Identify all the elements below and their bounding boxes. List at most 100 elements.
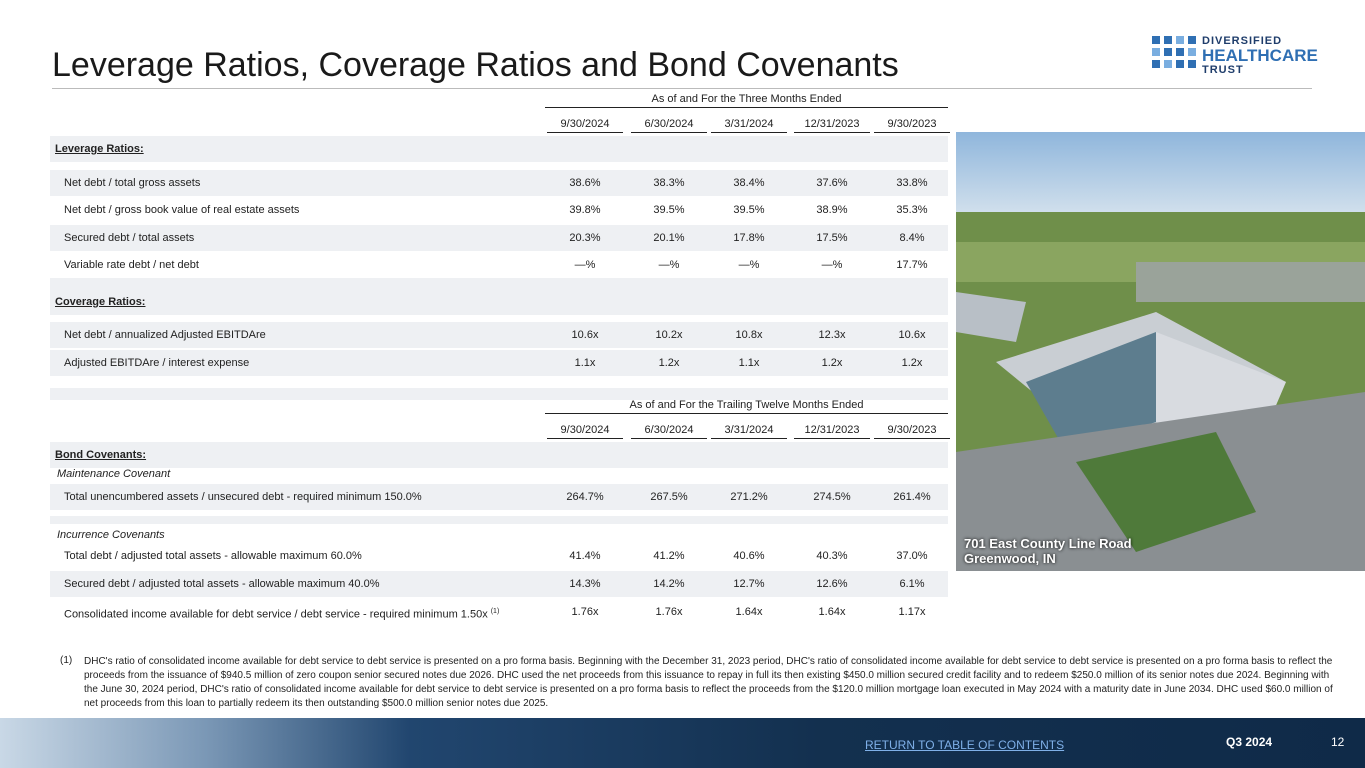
cell-value: 261.4% <box>893 491 931 503</box>
row-shade <box>50 225 948 251</box>
row-label: Consolidated income available for debt s… <box>64 608 500 621</box>
row-label: Secured debt / adjusted total assets - a… <box>64 578 380 590</box>
cell-value: 274.5% <box>813 491 851 503</box>
cell-value: 37.0% <box>896 550 928 562</box>
cell-value: 41.4% <box>569 550 601 562</box>
logo-text: TRUST <box>1202 64 1244 76</box>
footer-bar <box>0 718 1365 768</box>
cell-value: 38.3% <box>653 177 685 189</box>
row-shade <box>50 484 948 510</box>
cell-value: 20.1% <box>653 232 685 244</box>
title-rule <box>52 88 1312 89</box>
cell-value: —% <box>821 259 843 271</box>
section-header: Bond Covenants: <box>55 449 147 461</box>
cell-value: 8.4% <box>899 232 925 244</box>
cell-value: 10.8x <box>735 329 763 341</box>
cell-value: 20.3% <box>569 232 601 244</box>
row-shade <box>50 278 948 290</box>
cell-value: 10.2x <box>655 329 683 341</box>
photo-caption: Greenwood, IN <box>964 551 1056 566</box>
footnote: DHC's ratio of consolidated income avail… <box>84 656 1333 709</box>
row-shade <box>50 289 948 315</box>
column-rule <box>711 438 787 439</box>
row-label: Total debt / adjusted total assets - all… <box>64 550 362 562</box>
row-label: Secured debt / total assets <box>64 232 195 244</box>
title: Leverage Ratios, Coverage Ratios and Bon… <box>52 46 899 84</box>
column-rule <box>794 132 870 133</box>
cell-value: 1.2x <box>821 357 843 369</box>
row-shade <box>50 350 948 376</box>
cell-value: 40.6% <box>733 550 765 562</box>
column-rule <box>631 438 707 439</box>
row-label: Net debt / annualized Adjusted EBITDAre <box>64 329 266 341</box>
cell-value: 14.3% <box>569 578 601 590</box>
logo-text: HEALTHCARE <box>1202 46 1318 65</box>
column-rule <box>547 438 623 439</box>
cell-value: —% <box>658 259 680 271</box>
cell-value: 1.2x <box>658 357 680 369</box>
column-header: 9/30/2024 <box>560 118 610 130</box>
row-label: Adjusted EBITDAre / interest expense <box>64 357 250 369</box>
logo-mark <box>1152 36 1196 68</box>
cell-value: 12.7% <box>733 578 765 590</box>
cell-value: 12.6% <box>816 578 848 590</box>
column-rule <box>711 132 787 133</box>
column-header: 9/30/2023 <box>887 424 937 436</box>
cell-value: 1.1x <box>574 357 596 369</box>
row-shade <box>50 136 948 162</box>
cell-value: 41.2% <box>653 550 685 562</box>
column-header: 12/31/2023 <box>804 118 860 130</box>
cell-value: 12.3x <box>818 329 846 341</box>
cell-value: 17.7% <box>896 259 928 271</box>
photo-caption: 701 East County Line Road <box>964 536 1132 551</box>
row-label: Variable rate debt / net debt <box>64 259 199 271</box>
cell-value: 1.76x <box>571 606 599 618</box>
column-header: 12/31/2023 <box>804 424 860 436</box>
row-shade <box>50 571 948 597</box>
section-header: Leverage Ratios: <box>55 143 144 155</box>
cell-value: 38.4% <box>733 177 765 189</box>
cell-value: 6.1% <box>899 578 925 590</box>
row-shade <box>50 388 948 400</box>
cell-value: 39.5% <box>733 204 765 216</box>
group-rule <box>545 107 948 108</box>
note-ref: (1) <box>490 608 500 615</box>
cell-value: 1.64x <box>735 606 763 618</box>
column-header: 9/30/2024 <box>560 424 610 436</box>
column-header: 6/30/2024 <box>644 424 694 436</box>
column-header: 3/31/2024 <box>724 424 774 436</box>
row-shade <box>50 442 948 468</box>
cell-value: 38.6% <box>569 177 601 189</box>
column-header: 6/30/2024 <box>644 118 694 130</box>
group-rule <box>545 413 948 414</box>
column-rule <box>794 438 870 439</box>
period: Q3 2024 <box>1226 735 1273 749</box>
cell-value: 37.6% <box>816 177 848 189</box>
column-rule <box>547 132 623 133</box>
page-number: 12 <box>1331 735 1345 749</box>
section-header: Coverage Ratios: <box>55 296 146 308</box>
cell-value: 271.2% <box>730 491 768 503</box>
cell-value: 40.3% <box>816 550 848 562</box>
toc-link[interactable]: RETURN TO TABLE OF CONTENTS <box>865 738 1065 752</box>
row-shade <box>50 516 948 524</box>
cell-value: 10.6x <box>898 329 926 341</box>
photo <box>956 132 1365 571</box>
row-shade <box>50 322 948 348</box>
cell-value: 35.3% <box>896 204 928 216</box>
cell-value: 14.2% <box>653 578 685 590</box>
row-shade <box>50 170 948 196</box>
cell-value: 1.17x <box>898 606 926 618</box>
cell-value: —% <box>738 259 760 271</box>
cell-value: —% <box>574 259 596 271</box>
column-header: 9/30/2023 <box>887 118 937 130</box>
cell-value: 33.8% <box>896 177 928 189</box>
subsection-header: Maintenance Covenant <box>57 468 171 480</box>
row-label: Net debt / gross book value of real esta… <box>64 204 300 216</box>
cell-value: 10.6x <box>571 329 599 341</box>
cell-value: 1.1x <box>738 357 760 369</box>
cell-value: 17.5% <box>816 232 848 244</box>
column-rule <box>874 438 950 439</box>
cell-value: 1.64x <box>818 606 846 618</box>
